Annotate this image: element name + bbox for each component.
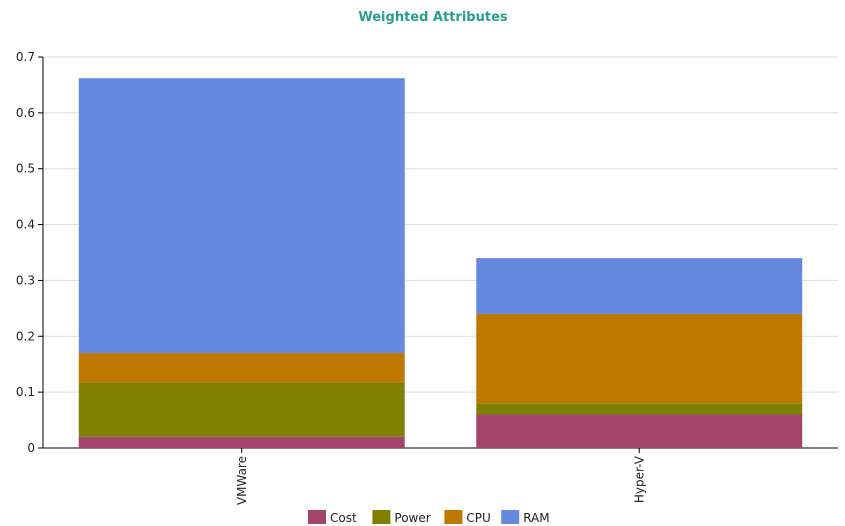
x-tick-label: Hyper-V [632,455,646,503]
y-tick-label: 0.7 [16,50,35,64]
y-tick-label: 0.5 [16,162,35,176]
bar-vmware-ram[interactable] [78,78,405,354]
legend-item-ram[interactable]: RAM [501,510,550,525]
y-tick-label: 0.1 [16,385,35,399]
legend-label: CPU [466,511,490,525]
x-tick-label: VMWare [235,456,249,505]
legend-item-cpu[interactable]: CPU [444,510,491,525]
chart-title: Weighted Attributes [358,10,508,25]
y-tick-label: 0 [27,441,35,455]
x-axis-ticks: VMWare Hyper-V [235,448,646,505]
bar-hyper-v-ram[interactable] [476,258,803,314]
legend-label: Cost [330,511,357,525]
legend-swatch [501,510,520,524]
bar-hyper-v-power[interactable] [476,403,803,415]
y-tick-label: 0.3 [16,273,35,287]
legend-label: Power [394,511,430,525]
bar-hyper-v-cost[interactable] [476,414,803,448]
legend-swatch [308,510,326,524]
bar-vmware-cpu[interactable] [78,353,405,383]
legend-item-cost[interactable]: Cost [308,510,357,525]
legend-item-power[interactable]: Power [372,510,431,525]
bar-hyper-v-cpu[interactable] [476,313,803,404]
bars [78,78,803,448]
bar-vmware-power[interactable] [78,382,405,437]
legend-swatch [372,510,391,524]
y-tick-label: 0.6 [16,106,35,120]
legend-label: RAM [523,511,549,525]
legend-swatch [444,510,463,524]
y-tick-label: 0.4 [16,218,35,232]
y-tick-label: 0.2 [16,329,35,343]
bar-vmware-cost[interactable] [78,436,405,448]
legend: Cost Power CPU RAM [308,510,550,525]
